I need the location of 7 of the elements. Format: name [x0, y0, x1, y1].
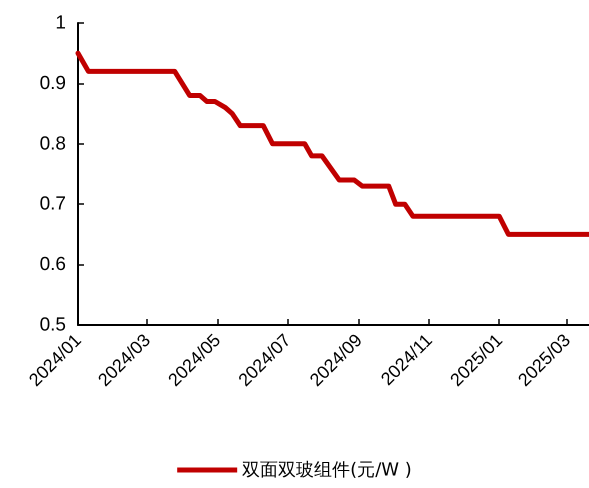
y-tick-label: 1	[55, 12, 66, 34]
y-tick-label: 0.9	[40, 72, 66, 94]
y-tick-label: 0.6	[40, 254, 66, 276]
y-tick-label: 0.7	[40, 194, 66, 215]
y-tick-label: 0.5	[40, 314, 66, 336]
legend-label: 双面双玻组件(元/W )	[242, 460, 412, 480]
y-tick-label: 0.8	[40, 133, 66, 154]
